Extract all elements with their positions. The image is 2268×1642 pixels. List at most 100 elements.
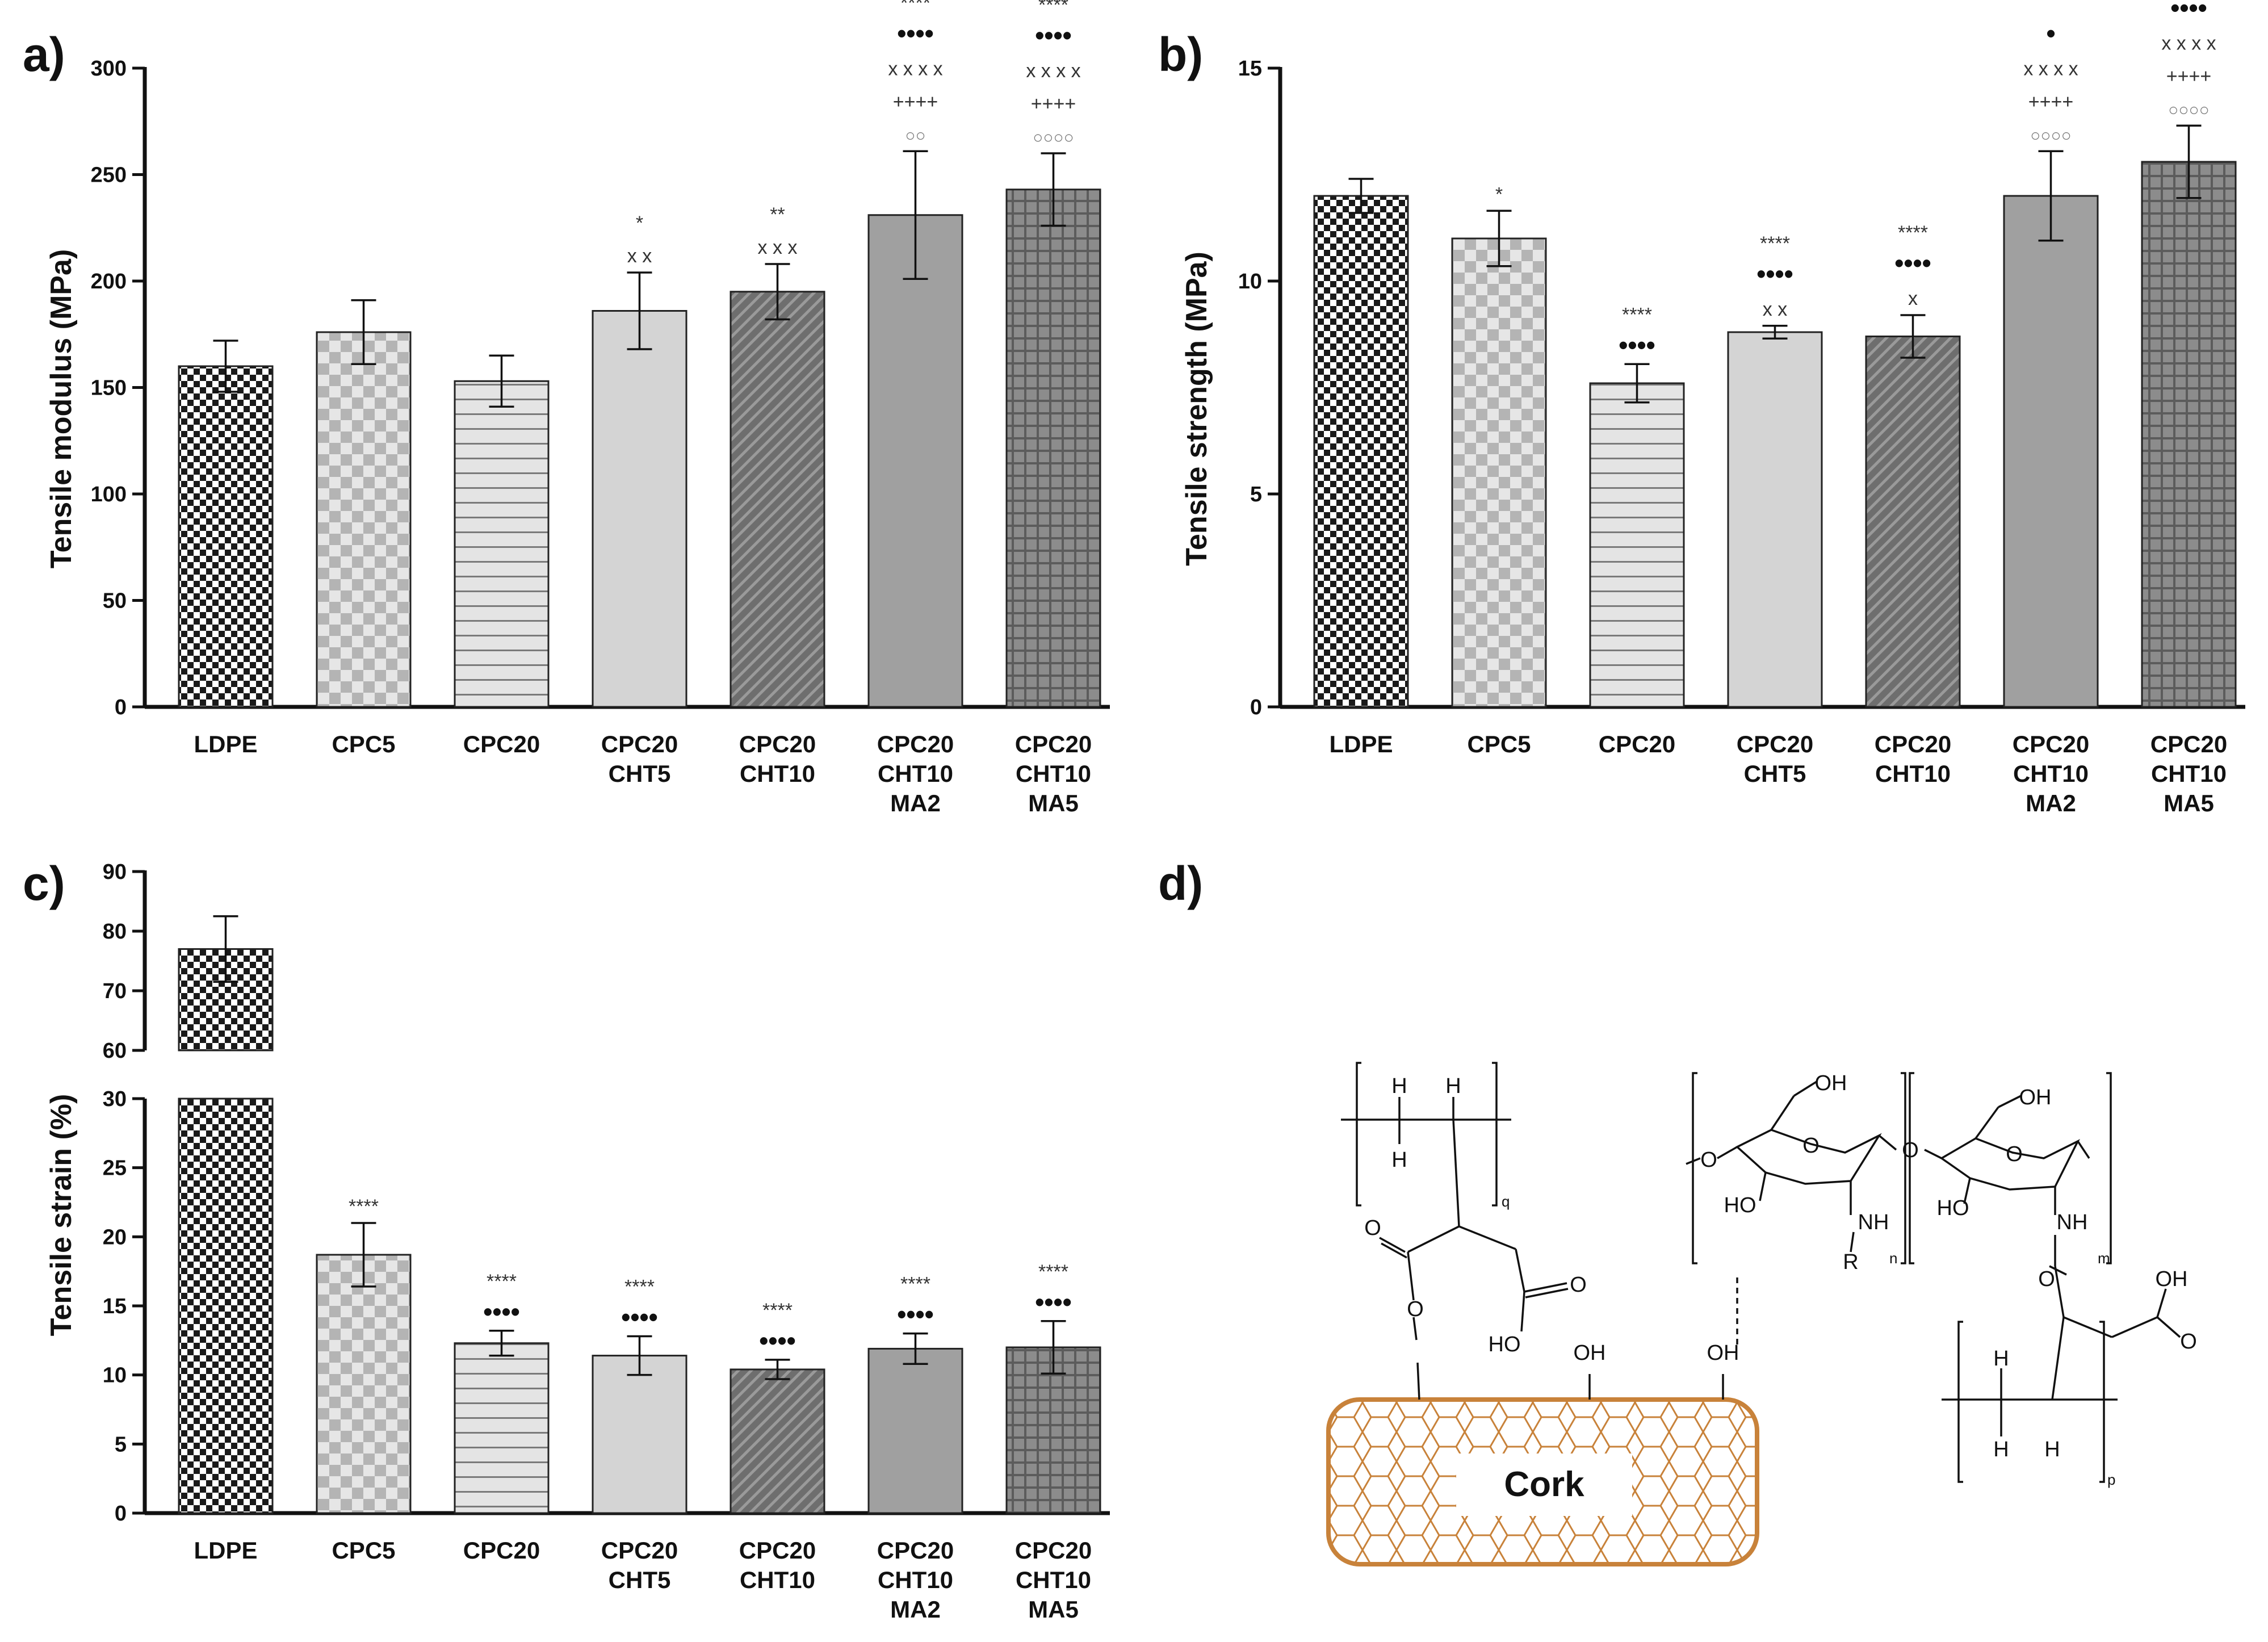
panel-b-label: b)	[1158, 28, 1203, 81]
y-tick-label: 10	[1238, 270, 1262, 294]
category-label: CPC20	[1015, 731, 1092, 757]
bar	[1451, 237, 1547, 708]
category-label: MA5	[1028, 790, 1079, 816]
atom-o-carbonyl: O	[1364, 1216, 1381, 1240]
bar	[867, 1347, 963, 1514]
category-label: MA2	[2026, 790, 2076, 816]
y-tick-label: 30	[103, 1087, 127, 1111]
atom-o-ring: O	[2006, 1142, 2023, 1166]
y-tick-label: 20	[103, 1225, 127, 1249]
significance-mark: ****	[1622, 304, 1652, 325]
significance-mark: ••••	[1035, 20, 1071, 50]
category-label: CPC20	[1875, 731, 1951, 757]
y-tick-label: 0	[1250, 696, 1262, 719]
category-label: CHT10	[2151, 760, 2227, 787]
group-oh: OH	[1815, 1071, 1847, 1095]
atom-o-glycosidic: O	[1902, 1138, 1919, 1162]
significance-mark: x x x x	[2023, 58, 2078, 79]
category-label: LDPE	[194, 1537, 257, 1564]
significance-mark: ○○○○	[2030, 126, 2071, 145]
panel-b-tensile-strength: b) Tensile strength (MPa) 051015*****•••…	[1158, 0, 2245, 816]
bar	[1313, 195, 1409, 708]
y-tick-label: 0	[115, 1502, 127, 1526]
significance-mark: ••••	[897, 1300, 933, 1329]
bar	[454, 380, 550, 708]
significance-mark: ****	[900, 1274, 930, 1295]
atom-h: H	[1445, 1074, 1461, 1098]
y-tick-label: 50	[103, 589, 127, 613]
category-label: CPC20	[1599, 731, 1675, 757]
category-label: CHT10	[740, 1566, 815, 1593]
bar	[1727, 331, 1823, 708]
significance-mark: ****	[624, 1276, 655, 1298]
group-oh: OH	[2156, 1267, 2188, 1291]
category-label: MA5	[1028, 1596, 1079, 1623]
significance-mark: ****	[349, 1196, 379, 1217]
pe-g-ma-structure: H H H q O O O HO OH OH	[1341, 1062, 1739, 1400]
atom-o-amide: O	[2038, 1267, 2055, 1291]
category-label: CPC5	[1467, 731, 1531, 757]
y-tick-label: 5	[1250, 483, 1262, 506]
bar	[730, 1368, 825, 1514]
y-tick-label: 200	[91, 270, 127, 294]
significance-mark: ••••	[1756, 259, 1793, 288]
significance-mark: ++++	[893, 91, 938, 112]
subscript-q: q	[1502, 1193, 1510, 1210]
significance-mark: *	[636, 212, 643, 234]
bar	[2141, 161, 2237, 708]
bar	[316, 331, 412, 708]
significance-mark: ++++	[2028, 91, 2073, 112]
group-ho: HO	[1937, 1196, 1969, 1220]
cork-label: Cork	[1504, 1465, 1584, 1504]
category-label: CPC20	[877, 1537, 954, 1564]
bar	[867, 214, 963, 708]
atom-h: H	[1391, 1074, 1407, 1098]
category-label: CHT10	[878, 760, 953, 787]
category-label: CPC20	[1015, 1537, 1092, 1564]
significance-mark: •	[2046, 18, 2055, 48]
panel-a-label: a)	[23, 28, 65, 81]
significance-mark: ○○	[905, 126, 925, 145]
category-label: MA2	[890, 790, 941, 816]
significance-mark: ••••	[483, 1297, 519, 1326]
significance-mark: x	[1908, 288, 1918, 309]
y-tick-label: 15	[1238, 57, 1262, 81]
cork-label-background	[1456, 1453, 1632, 1516]
category-label: CPC20	[463, 1537, 540, 1564]
panel-c-y-axis-label: Tensile strain (%)	[45, 1094, 78, 1337]
category-label: CHT5	[1744, 760, 1806, 787]
atom-o-acid: O	[1570, 1273, 1587, 1297]
significance-mark: x x x x	[1026, 60, 1080, 82]
chitosan-structure: O OH O HO NH R n O OH O HO NH m O OH O H…	[1686, 1071, 2197, 1488]
category-label: CPC20	[739, 1537, 816, 1564]
significance-mark: *	[1495, 183, 1503, 205]
y-tick-label: 5	[115, 1432, 127, 1456]
y-tick-label: 60	[103, 1039, 127, 1063]
category-label: MA2	[890, 1596, 941, 1623]
significance-mark: ++++	[1031, 93, 1076, 115]
significance-mark: ****	[900, 0, 930, 14]
significance-mark: x x x x	[2161, 32, 2216, 54]
y-tick-label: 80	[103, 920, 127, 944]
group-nh: NH	[1858, 1210, 1889, 1234]
significance-mark: x x x	[758, 237, 798, 258]
panel-d-chemical-scheme: d) Cork H	[1158, 857, 2197, 1566]
category-label: CPC5	[332, 731, 395, 757]
y-tick-label: 300	[91, 57, 127, 81]
significance-mark: **	[770, 204, 785, 225]
significance-mark: x x	[1763, 299, 1787, 320]
significance-mark: ++++	[2166, 65, 2211, 87]
category-label: CHT10	[2013, 760, 2089, 787]
category-label: CPC20	[1737, 731, 1813, 757]
category-label: CHT10	[1016, 1566, 1091, 1593]
atom-o-acid: O	[2180, 1330, 2197, 1354]
significance-mark: ••••	[759, 1326, 795, 1355]
atom-o-ring: O	[1802, 1134, 1820, 1158]
bar-lower	[178, 1098, 274, 1514]
category-label: LDPE	[1329, 731, 1393, 757]
significance-mark: ****	[762, 1300, 793, 1321]
bar	[1865, 336, 1961, 708]
group-nh: NH	[2057, 1210, 2088, 1234]
category-label: CPC20	[601, 1537, 678, 1564]
